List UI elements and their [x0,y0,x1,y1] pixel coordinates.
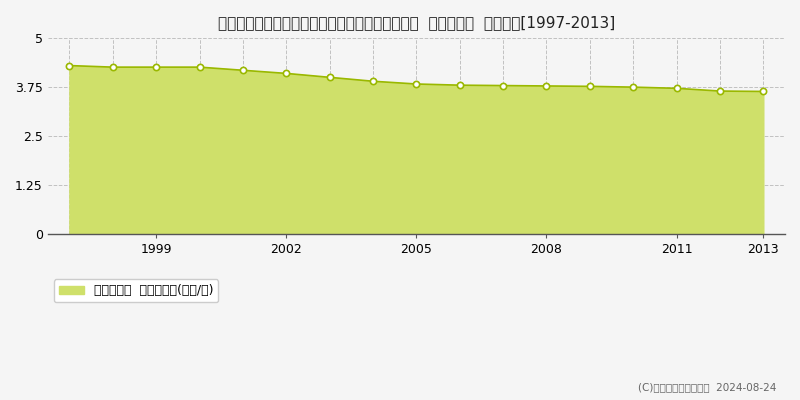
Text: (C)土地価格ドットコム  2024-08-24: (C)土地価格ドットコム 2024-08-24 [638,382,776,392]
Title: 福島県南会津郡下郷町大字中妻字大百刈６８番２  基準地価格  地価推移[1997-2013]: 福島県南会津郡下郷町大字中妻字大百刈６８番２ 基準地価格 地価推移[1997-2… [218,15,615,30]
Legend: 基準地価格  平均坪単価(万円/坪): 基準地価格 平均坪単価(万円/坪) [54,280,218,302]
